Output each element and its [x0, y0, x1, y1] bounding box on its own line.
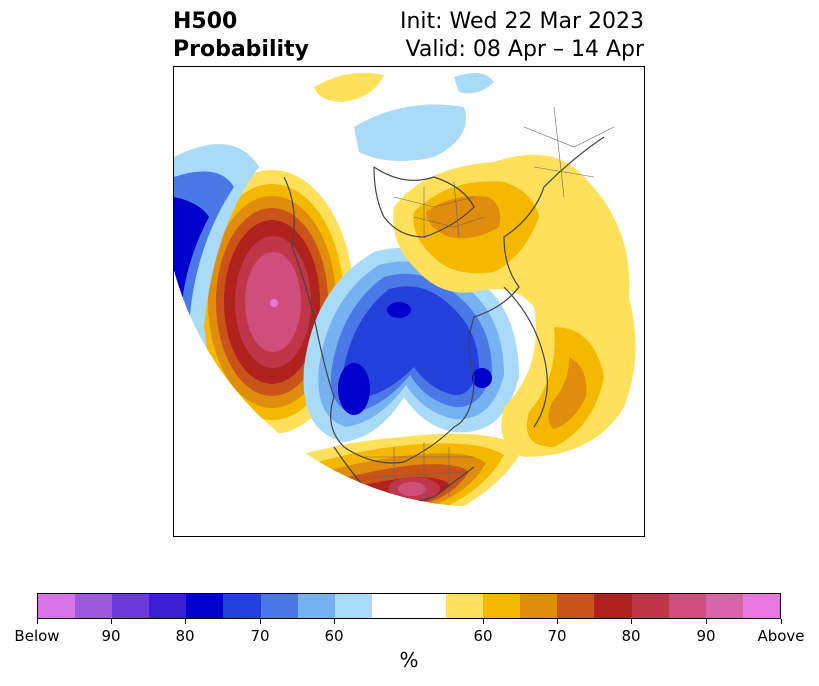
colorbar-tick-label: 60 [473, 627, 493, 645]
colorbar-swatch [149, 594, 187, 618]
colorbar-tick [557, 619, 558, 624]
country-borders [364, 106, 615, 507]
colorbar-tick [37, 619, 38, 624]
map-panel [173, 66, 645, 537]
colorbar [37, 593, 781, 619]
colorbar-tick [781, 619, 782, 624]
title-right: Init: Wed 22 Mar 2023 Valid: 08 Apr – 14… [400, 8, 644, 64]
colorbar-tick-label: 70 [250, 627, 270, 645]
colorbar-swatch [483, 594, 521, 618]
valid-period: Valid: 08 Apr – 14 Apr [405, 37, 645, 62]
colorbar-tick-label: 80 [621, 627, 641, 645]
probability-map [174, 67, 644, 507]
colorbar-swatch [668, 594, 706, 618]
colorbar-swatch [557, 594, 595, 618]
colorbar-swatch [631, 594, 669, 618]
colorbar-swatch [446, 594, 484, 618]
colorbar-swatch [334, 594, 372, 618]
colorbar-swatch [38, 594, 76, 618]
colorbar-swatch [371, 594, 409, 618]
colorbar-tick [334, 619, 335, 624]
colorbar-tick-label: 60 [324, 627, 344, 645]
colorbar-tick-label: 80 [175, 627, 195, 645]
colorbar-tick [483, 619, 484, 624]
colorbar-swatch [408, 594, 447, 618]
colorbar-tick-label: 90 [101, 627, 121, 645]
colorbar-swatch [742, 594, 780, 618]
hemisphere-disk [174, 67, 644, 507]
colorbar-swatch [223, 594, 261, 618]
colorbar-tick [260, 619, 261, 624]
product-title: Probability [173, 37, 309, 62]
init-date: Init: Wed 22 Mar 2023 [399, 9, 644, 34]
colorbar-swatch [260, 594, 298, 618]
variable-title: H500 [173, 9, 238, 34]
colorbar-tick [185, 619, 186, 624]
colorbar-swatch [705, 594, 743, 618]
anomaly-eastern-ridge [234, 433, 524, 507]
colorbar-tick-label: 70 [547, 627, 567, 645]
coastlines [283, 136, 605, 503]
colorbar-unit: % [399, 648, 419, 672]
colorbar-swatch [112, 594, 150, 618]
colorbar-tick [631, 619, 632, 624]
colorbar-swatch [297, 594, 335, 618]
colorbar-tick-label: Above [757, 627, 805, 645]
colorbar-swatch [75, 594, 113, 618]
colorbar-swatch [594, 594, 632, 618]
colorbar-swatch [520, 594, 558, 618]
colorbar-tick-label: 90 [696, 627, 716, 645]
colorbar-tick [706, 619, 707, 624]
colorbar-swatch [186, 594, 224, 618]
title-left: H500 Probability [173, 8, 309, 64]
colorbar-tick [111, 619, 112, 624]
anomaly-north-atlantic [314, 72, 494, 161]
colorbar-tick-label: Below [14, 627, 60, 645]
anomaly-central-trough [303, 247, 519, 442]
